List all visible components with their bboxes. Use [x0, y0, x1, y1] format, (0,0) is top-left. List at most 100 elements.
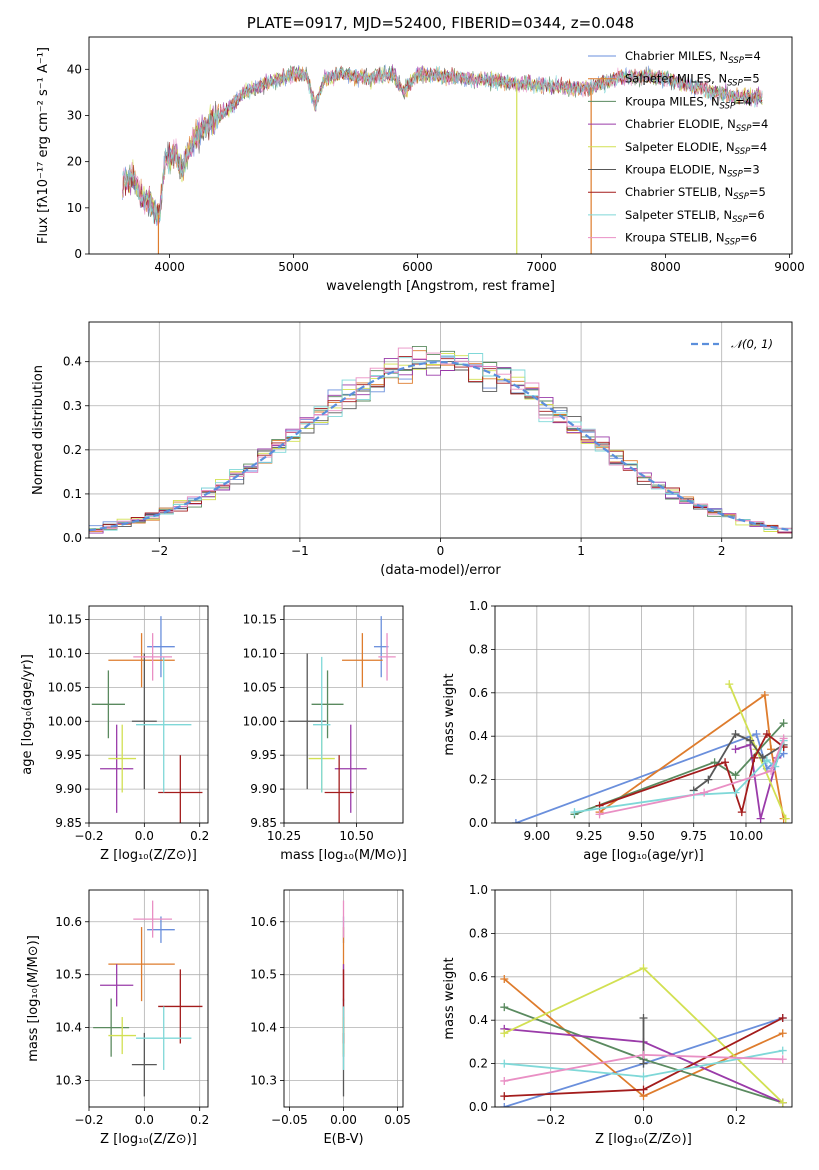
y-tick-label: 0.4	[63, 355, 82, 369]
weight-marker	[500, 1076, 509, 1085]
weight-marker	[752, 730, 761, 739]
legend-entry: Kroupa STELIB, NSSP=6	[625, 231, 757, 248]
x-axis-label: (data-model)/error	[380, 563, 501, 578]
x-axis-label: mass [log₁₀(M/M⊙)]	[280, 848, 407, 863]
residuals-panel: −2 −1 0 1 2 0.0 0.1 0.2 0.3 0.4 (data-model)/error…	[31, 321, 793, 578]
y-tick-label: 0.0	[469, 816, 488, 830]
x-tick-label: 4000	[154, 260, 185, 274]
legend-entry: Chabrier MILES, NSSP=4	[625, 49, 761, 66]
gaussian-curve	[89, 360, 792, 532]
weight-vs-age-panel: 9.00 9.25 9.50 9.75 10.00 0.0 0.2 0.4 0.6 0.8 1.0 a…	[442, 599, 793, 863]
weight-marker	[700, 788, 709, 797]
weight-marker	[511, 819, 520, 823]
weight-line	[735, 743, 779, 819]
legend-entry: Chabrier ELODIE, NSSP=4	[625, 117, 768, 134]
chart-title: PLATE=0917, MJD=52400, FIBERID=0344, z=0…	[247, 14, 634, 32]
x-tick-label: 1	[577, 544, 585, 558]
data-point	[108, 633, 175, 688]
x-tick-label: −0.05	[271, 1113, 308, 1127]
spectrum-panel: 4000 5000 6000 7000 8000 9000 0 10 20 30 40 wavelen…	[36, 14, 805, 294]
weight-marker	[767, 766, 776, 775]
x-tick-label: −0.2	[74, 829, 103, 843]
x-tick-label: 10.50	[339, 829, 373, 843]
data-point	[108, 927, 175, 1002]
y-tick-label: 30	[67, 108, 82, 122]
weight-marker	[778, 1029, 787, 1038]
axes-frame	[88, 36, 793, 255]
data-point	[324, 755, 354, 823]
y-tick-label: 10.10	[48, 646, 82, 660]
weight-marker	[746, 736, 755, 745]
weight-marker	[778, 1014, 787, 1023]
legend-entry: Salpeter ELODIE, NSSP=4	[625, 140, 767, 157]
axes-frame	[88, 321, 793, 539]
data-point	[108, 724, 137, 793]
y-tick-label: 0.2	[469, 773, 488, 787]
weight-marker	[500, 1003, 509, 1012]
legend-entry: Kroupa ELODIE, NSSP=3	[625, 163, 760, 180]
x-tick-label: 0.00	[330, 1113, 357, 1127]
x-tick-label: −2	[150, 544, 168, 558]
y-tick-label: 0.4	[469, 729, 488, 743]
y-tick-label: 10.6	[250, 915, 277, 929]
data-point	[131, 653, 157, 790]
x-tick-label: 6000	[402, 260, 433, 274]
x-axis-label: Z [log₁₀(Z/Z⊙)]	[100, 1132, 197, 1147]
weight-marker	[731, 730, 740, 739]
weight-marker	[639, 1072, 648, 1081]
weight-marker	[756, 814, 765, 823]
y-tick-label: 9.85	[250, 816, 277, 830]
weight-marker	[778, 1098, 787, 1107]
y-tick-label: 10.05	[243, 680, 277, 694]
legend-entry: Salpeter MILES, NSSP=5	[625, 72, 760, 89]
weight-marker	[725, 680, 734, 689]
y-tick-label: 10.10	[243, 646, 277, 660]
weight-marker	[639, 1085, 648, 1094]
y-tick-label: 0.4	[469, 1013, 488, 1027]
age-vs-mass-panel: 10.25 10.50 9.85 9.90 9.95 10.00 10.05 10.10 10.…	[243, 605, 407, 863]
x-axis-label: E(B-V)	[323, 1132, 363, 1147]
mass-vs-metallicity-panel: −0.2 0.0 0.2 10.3 10.4 10.5 10.6 Z [log₁₀(Z/Z⊙)…	[26, 889, 209, 1147]
weight-marker	[639, 1014, 648, 1023]
data-point	[93, 998, 130, 1057]
weight-marker	[779, 719, 788, 728]
weight-marker	[570, 808, 579, 817]
weight-series	[500, 1014, 787, 1101]
y-tick-label: 20	[67, 155, 82, 169]
data-point	[288, 653, 327, 790]
y-tick-label: 10.00	[243, 714, 277, 728]
x-tick-label: 0.2	[190, 829, 209, 843]
axes-frame	[494, 605, 793, 824]
x-tick-label: −0.2	[536, 1113, 565, 1127]
y-tick-label: 0.2	[63, 443, 82, 457]
weight-marker	[731, 771, 740, 780]
histogram-series	[89, 357, 792, 534]
data-point	[378, 633, 396, 681]
y-tick-label: 0.1	[63, 487, 82, 501]
x-tick-label: 0.0	[135, 829, 154, 843]
weight-marker	[778, 1046, 787, 1055]
weight-marker	[639, 1050, 648, 1059]
x-tick-label: 10.00	[729, 829, 763, 843]
y-tick-label: 10.15	[243, 613, 277, 627]
weight-line	[599, 693, 785, 819]
axes-frame	[88, 889, 209, 1108]
weight-series	[500, 1046, 787, 1081]
x-tick-label: 9000	[774, 260, 805, 274]
x-tick-label: 9.50	[628, 829, 655, 843]
data-point	[133, 900, 173, 938]
y-tick-label: 0.2	[469, 1057, 488, 1071]
y-tick-label: 0.8	[469, 642, 488, 656]
y-tick-label: 10.4	[55, 1021, 82, 1035]
y-tick-label: 10.00	[48, 714, 82, 728]
y-axis-label: Flux [fλ10⁻¹⁷ erg cm⁻² s⁻¹ A⁻¹]	[36, 47, 51, 244]
weight-marker	[750, 753, 759, 762]
y-tick-label: 9.90	[55, 782, 82, 796]
weight-marker	[762, 730, 771, 739]
weight-line	[693, 732, 785, 792]
y-tick-label: 0.6	[469, 686, 488, 700]
x-tick-label: 0.05	[384, 1113, 411, 1127]
data-point	[136, 656, 192, 793]
age-vs-metallicity-panel: −0.2 0.0 0.2 9.85 9.90 9.95 10.00 10.05 10.10 10.…	[20, 605, 209, 863]
